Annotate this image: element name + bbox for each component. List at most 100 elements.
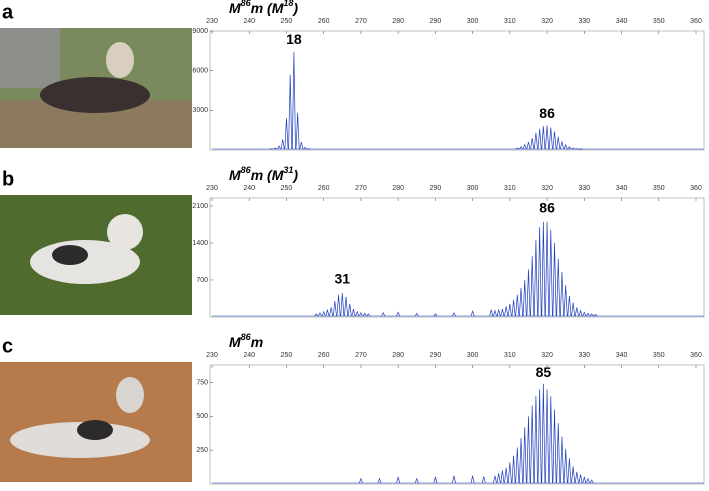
x-tick-label: 360 (690, 185, 702, 192)
photo-c (0, 362, 192, 482)
peak (415, 479, 418, 483)
photo-a (0, 28, 192, 148)
peak (497, 473, 500, 483)
title-part: m (M (251, 0, 284, 16)
peak (590, 480, 593, 483)
peak (519, 438, 522, 483)
x-tick-label: 280 (392, 352, 404, 359)
peak (516, 447, 519, 483)
x-tick-label: 320 (541, 185, 553, 192)
peak (356, 312, 359, 316)
peak (348, 304, 351, 316)
peak (560, 437, 563, 483)
peak (564, 145, 567, 149)
peak (296, 113, 299, 149)
peak (560, 141, 563, 149)
peak (501, 470, 504, 483)
x-tick-label: 350 (653, 185, 665, 192)
title-part: m (251, 334, 263, 350)
peak (568, 147, 571, 149)
peak (315, 314, 318, 316)
x-tick-label: 230 (206, 18, 218, 25)
peak (531, 406, 534, 483)
x-tick-label: 230 (206, 185, 218, 192)
x-tick-label: 270 (355, 185, 367, 192)
peak (553, 410, 556, 483)
peak (568, 296, 571, 316)
peak (564, 285, 567, 316)
peak (482, 477, 485, 483)
peak-label: 85 (536, 364, 552, 380)
title-superscript: 31 (283, 165, 293, 175)
peak (359, 313, 362, 316)
y-tick-label: 2100 (192, 203, 208, 210)
peak (531, 256, 534, 316)
plot-frame (210, 365, 704, 484)
peak (497, 310, 500, 316)
peak (538, 389, 541, 483)
y-tick-label: 9000 (192, 28, 208, 35)
panel-label: a (2, 1, 14, 23)
peak (519, 147, 522, 149)
peak (330, 307, 333, 316)
x-tick-label: 270 (355, 18, 367, 25)
x-tick-label: 350 (653, 352, 665, 359)
y-tick-label: 6000 (192, 68, 208, 75)
peak (545, 222, 548, 316)
x-tick-label: 280 (392, 185, 404, 192)
x-tick-label: 320 (541, 18, 553, 25)
peak (363, 313, 366, 316)
peak (493, 476, 496, 483)
peak-label: 86 (539, 105, 555, 121)
peak (452, 313, 455, 316)
x-tick-label: 300 (467, 18, 479, 25)
y-tick-label: 500 (196, 413, 208, 420)
peak (553, 243, 556, 316)
peak (553, 131, 556, 149)
x-tick-label: 260 (318, 185, 330, 192)
peak-label: 18 (286, 31, 302, 47)
peak (534, 240, 537, 316)
peak (471, 476, 474, 483)
chart-title: M86m (M31) (229, 165, 298, 182)
peak (545, 126, 548, 149)
peak (572, 466, 575, 483)
x-tick-label: 360 (690, 18, 702, 25)
peak (549, 396, 552, 483)
plot-frame (210, 198, 704, 317)
x-tick-label: 340 (616, 185, 628, 192)
x-tick-label: 330 (578, 18, 590, 25)
peak (281, 139, 284, 149)
x-tick-label: 300 (467, 185, 479, 192)
peak (523, 427, 526, 483)
peak (564, 449, 567, 483)
y-tick-label: 1400 (192, 240, 208, 247)
peak (344, 297, 347, 316)
peak (575, 472, 578, 483)
peak (523, 145, 526, 149)
x-tick-label: 350 (653, 18, 665, 25)
peak (382, 313, 385, 316)
x-tick-label: 240 (243, 352, 255, 359)
title-part: ) (291, 0, 298, 16)
panel-label: c (2, 335, 13, 357)
peak (333, 301, 336, 316)
title-superscript: 18 (283, 0, 293, 8)
peak (575, 307, 578, 316)
peak (359, 479, 362, 483)
peak (586, 479, 589, 483)
peak (542, 384, 545, 483)
peak (549, 230, 552, 316)
plot-frame (210, 31, 704, 150)
x-tick-label: 250 (281, 18, 293, 25)
x-tick-label: 360 (690, 352, 702, 359)
peak (531, 138, 534, 149)
x-tick-label: 250 (281, 185, 293, 192)
peak (523, 280, 526, 316)
peak (397, 477, 400, 483)
peak (583, 312, 586, 316)
peak (527, 416, 530, 483)
photo-b (0, 195, 192, 315)
peak (583, 477, 586, 483)
peak (367, 314, 370, 316)
